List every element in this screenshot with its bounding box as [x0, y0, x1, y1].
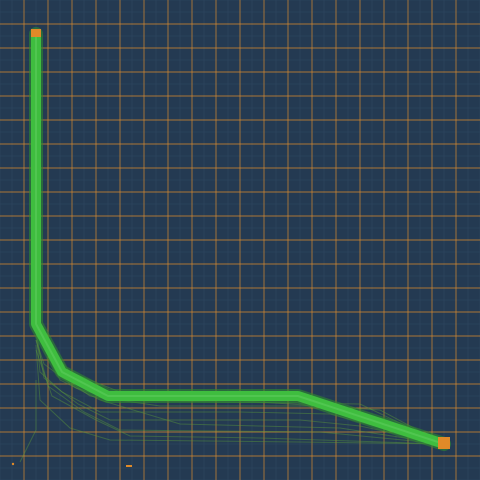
small-dot [11, 462, 15, 466]
candidate-path [35, 339, 445, 445]
candidate-path [35, 349, 445, 445]
small-mark [126, 465, 132, 467]
candidate-path [35, 344, 445, 445]
goal-node [438, 437, 450, 449]
candidate-path [35, 329, 445, 445]
optimal-path-highlight [35, 34, 445, 445]
candidate-path [35, 329, 445, 445]
endpoint-markers [11, 29, 450, 467]
start-node [31, 29, 41, 37]
optimal-path [31, 29, 449, 449]
candidate-path [19, 380, 37, 463]
optimal-path-group [29, 27, 451, 451]
